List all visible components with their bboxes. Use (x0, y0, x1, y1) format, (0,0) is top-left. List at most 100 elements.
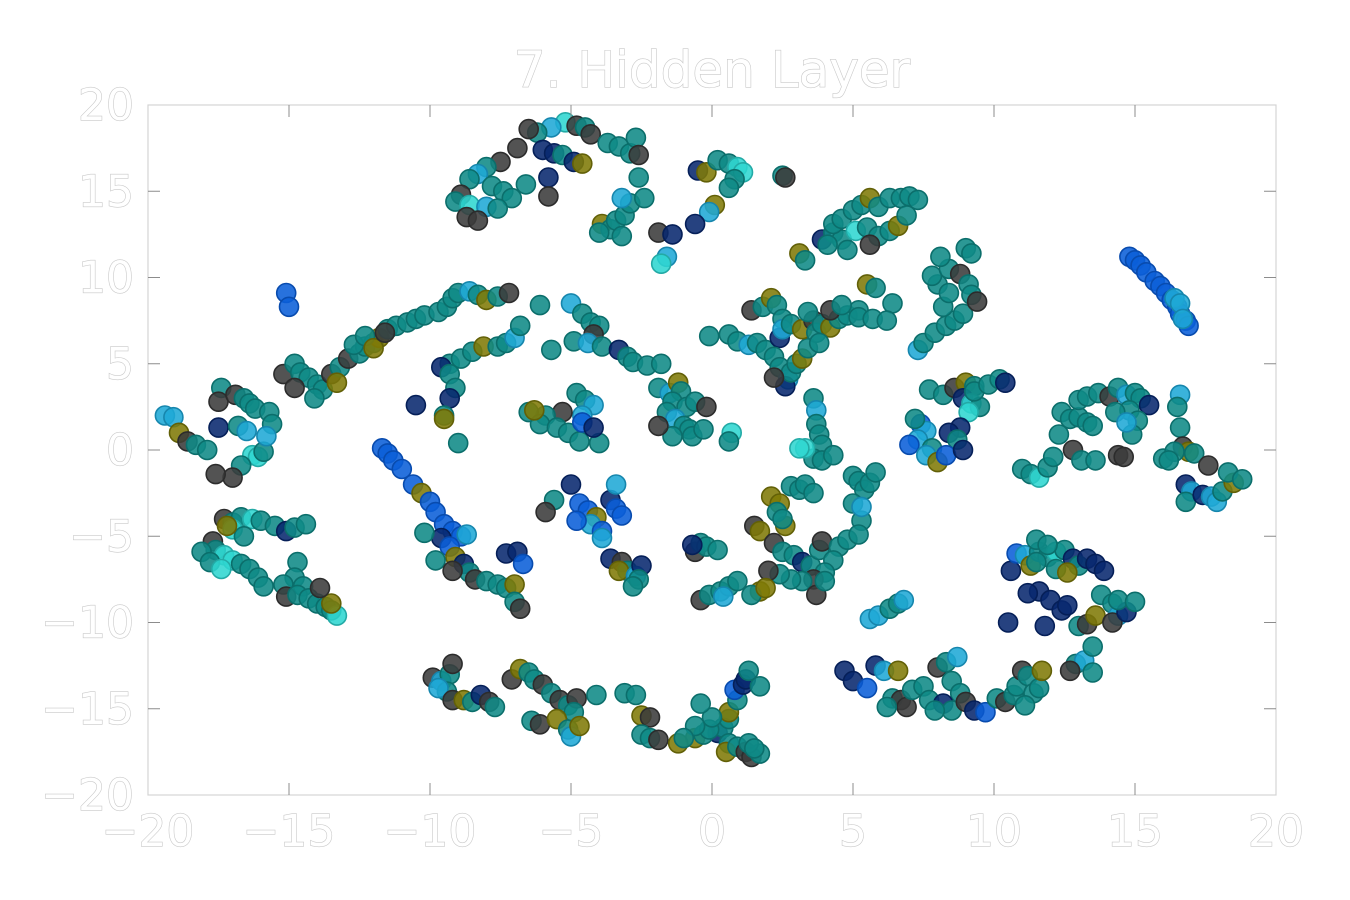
data-point (253, 575, 274, 597)
data-point (588, 222, 610, 243)
y-tick-label: −20 (41, 770, 134, 821)
x-tick-label: 10 (966, 806, 1022, 857)
data-point (848, 524, 869, 545)
data-point (1167, 396, 1188, 418)
data-point (569, 715, 590, 737)
data-point (456, 524, 478, 545)
data-point (639, 707, 661, 728)
data-point (498, 282, 520, 304)
data-point (515, 174, 537, 195)
data-point (628, 144, 650, 166)
data-point (586, 684, 607, 706)
data-point (278, 296, 300, 318)
data-point (718, 177, 740, 199)
y-tick-label: 5 (106, 339, 134, 390)
data-point (433, 408, 455, 430)
data-point (504, 574, 525, 595)
data-point (865, 462, 886, 483)
data-point (698, 325, 720, 347)
data-point (208, 417, 229, 438)
x-tick-label: 5 (839, 806, 867, 857)
data-point (428, 677, 449, 699)
data-point (837, 239, 858, 261)
data-point (718, 431, 740, 452)
data-point (211, 558, 232, 580)
data-point (712, 586, 734, 607)
data-point (374, 322, 396, 344)
data-point (1017, 582, 1039, 604)
data-point (583, 417, 604, 438)
data-point (856, 677, 878, 699)
data-point (1082, 636, 1103, 657)
y-tick-label: 20 (78, 80, 134, 131)
x-tick-label: −20 (102, 806, 195, 857)
data-point (529, 713, 551, 735)
data-point (851, 496, 872, 518)
data-point (650, 253, 672, 275)
data-point (814, 570, 836, 592)
data-point (808, 332, 830, 354)
data-point (363, 337, 384, 359)
data-point (727, 570, 748, 592)
data-point (1059, 660, 1081, 682)
data-point (690, 693, 712, 714)
data-point (684, 213, 706, 235)
data-point (1198, 455, 1219, 476)
data-point (797, 301, 819, 323)
data-point (1158, 450, 1180, 471)
data-point (205, 463, 226, 485)
data-point (622, 575, 644, 597)
data-point (320, 593, 342, 614)
data-point (512, 553, 534, 575)
data-point (538, 186, 559, 207)
data-point (1183, 443, 1205, 464)
data-point (648, 415, 669, 437)
data-point (794, 249, 816, 271)
data-point (743, 738, 765, 759)
data-point (628, 167, 650, 188)
data-point (904, 408, 926, 430)
data-point (580, 124, 602, 145)
data-point (673, 727, 695, 749)
data-point (611, 225, 633, 247)
data-point (696, 396, 717, 418)
data-point (681, 534, 703, 556)
data-point (896, 696, 917, 718)
data-point (459, 168, 480, 190)
data-point (608, 560, 630, 582)
data-point (876, 696, 898, 718)
data-point (1031, 660, 1053, 682)
data-point (648, 729, 669, 751)
data-point (256, 425, 277, 447)
data-point (1138, 394, 1160, 416)
data-point (484, 696, 506, 718)
data-point (233, 525, 255, 547)
data-point (1093, 560, 1115, 582)
data-point (569, 431, 590, 452)
data-point (650, 353, 672, 375)
data-point (442, 560, 463, 582)
data-point (1116, 412, 1137, 433)
data-point (952, 439, 974, 461)
data-point (952, 303, 974, 325)
x-tick-label: −15 (243, 806, 336, 857)
data-point (763, 367, 785, 388)
data-point (523, 399, 545, 421)
data-point (822, 444, 844, 466)
data-point (518, 118, 540, 140)
data-point (924, 700, 946, 721)
data-point (529, 294, 551, 316)
data-point (907, 189, 929, 211)
data-point (509, 598, 531, 620)
data-point (1026, 551, 1047, 573)
data-point (326, 372, 348, 394)
data-point (442, 653, 463, 675)
data-point (811, 531, 833, 552)
data-point (467, 210, 489, 231)
data-point (946, 646, 968, 668)
data-point (611, 187, 633, 209)
data-point (817, 234, 838, 255)
data-point (961, 243, 982, 264)
data-point (1082, 662, 1103, 683)
x-tick-label: 0 (698, 806, 726, 857)
